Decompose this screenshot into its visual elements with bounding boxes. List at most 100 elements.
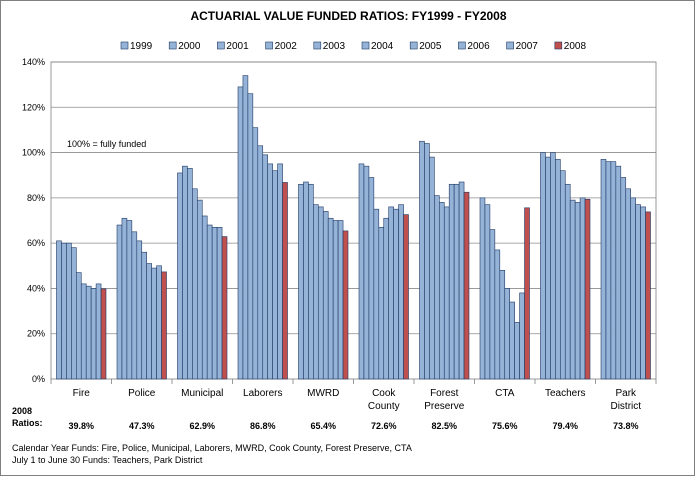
bar (242, 75, 249, 380)
bar (197, 199, 203, 380)
bar (363, 165, 370, 380)
ratio-label: 73.8% (613, 421, 639, 431)
bar (358, 163, 365, 380)
legend-label: 2006 (467, 41, 490, 52)
bar (489, 229, 496, 380)
bar (116, 224, 123, 380)
legend-swatch (506, 41, 514, 50)
bar (559, 170, 566, 380)
bar (80, 283, 87, 380)
bar (540, 152, 546, 380)
bar (192, 188, 198, 380)
x-tick-label: County (368, 401, 400, 412)
ratios-label-year: 2008 (12, 406, 33, 416)
bar (494, 249, 501, 380)
bar (615, 165, 622, 380)
x-tick-label: Preserve (424, 401, 464, 412)
bar (419, 140, 425, 380)
bar (600, 159, 607, 380)
legend-label: 2001 (226, 41, 249, 52)
ratio-label: 62.9% (189, 421, 215, 431)
bar (121, 217, 128, 380)
bar (479, 197, 486, 380)
bar (85, 285, 92, 380)
bar (550, 152, 556, 380)
bar (156, 265, 162, 380)
bar (373, 208, 380, 380)
bar (499, 270, 506, 380)
bar (579, 197, 586, 380)
bar (337, 220, 344, 380)
bar (313, 204, 319, 380)
bar (76, 272, 82, 380)
bar (635, 204, 641, 380)
bar (424, 143, 430, 380)
bar (308, 183, 314, 380)
bar (584, 198, 591, 380)
ratio-label: 75.6% (492, 421, 518, 431)
footnote-fiscal: July 1 to June 30 Funds: Teachers, Park … (12, 455, 203, 465)
legend-swatch (458, 41, 466, 50)
bar (383, 217, 389, 380)
legend-swatch (168, 41, 177, 50)
bar (282, 182, 288, 380)
x-tick-label: Police (128, 388, 156, 399)
bar (645, 211, 651, 380)
legend-label: 2008 (564, 41, 587, 52)
y-tick-label: 60% (27, 238, 45, 248)
x-tick-label: Park (615, 388, 637, 399)
legend-label: 2000 (178, 41, 201, 52)
x-tick-label: Forest (430, 388, 459, 399)
bar (252, 127, 259, 380)
bar (484, 204, 491, 380)
bar (403, 214, 409, 380)
bar (272, 170, 278, 380)
x-tick-label: CTA (495, 388, 515, 399)
y-tick-label: 20% (27, 329, 45, 339)
bar (448, 183, 455, 380)
bar (463, 191, 470, 380)
bar (146, 263, 152, 380)
x-tick-label: Municipal (181, 388, 223, 399)
legend-swatch (265, 41, 273, 50)
bar (630, 197, 636, 380)
x-tick-label: MWRD (307, 388, 339, 399)
bar (182, 165, 188, 380)
bar (398, 204, 404, 380)
bar (610, 161, 617, 380)
bar (136, 240, 143, 380)
bar (327, 217, 334, 380)
bar (237, 86, 244, 380)
ratio-label: 86.8% (250, 421, 276, 431)
bar (620, 177, 627, 380)
bar (262, 154, 268, 380)
bar (574, 202, 581, 380)
bar (61, 242, 67, 380)
bar (564, 183, 571, 380)
legend-swatch (313, 41, 322, 50)
bar (332, 220, 339, 380)
bar (206, 224, 213, 380)
bar (221, 236, 228, 380)
legend-swatch (409, 41, 418, 50)
legend-label: 2007 (516, 41, 539, 52)
legend-swatch (217, 41, 225, 50)
ratio-label: 47.3% (129, 421, 155, 431)
bar (519, 292, 525, 380)
ratio-label: 65.4% (310, 421, 336, 431)
x-tick-label: Cook (372, 388, 396, 399)
bar (458, 181, 465, 380)
bar (438, 202, 445, 380)
bar (211, 226, 218, 380)
x-tick-label: District (610, 401, 641, 412)
ratio-label: 39.8% (68, 421, 94, 431)
x-tick-label: Laborers (243, 388, 282, 399)
bar (429, 156, 435, 380)
bar (322, 211, 329, 380)
y-tick-label: 140% (22, 57, 45, 67)
footnote-calendar: Calendar Year Funds: Fire, Police, Munic… (12, 443, 412, 453)
y-tick-label: 100% (22, 148, 45, 158)
annotation-fully-funded: 100% = fully funded (67, 139, 146, 149)
bar (504, 288, 510, 380)
ratios-label-text: Ratios: (12, 418, 43, 428)
